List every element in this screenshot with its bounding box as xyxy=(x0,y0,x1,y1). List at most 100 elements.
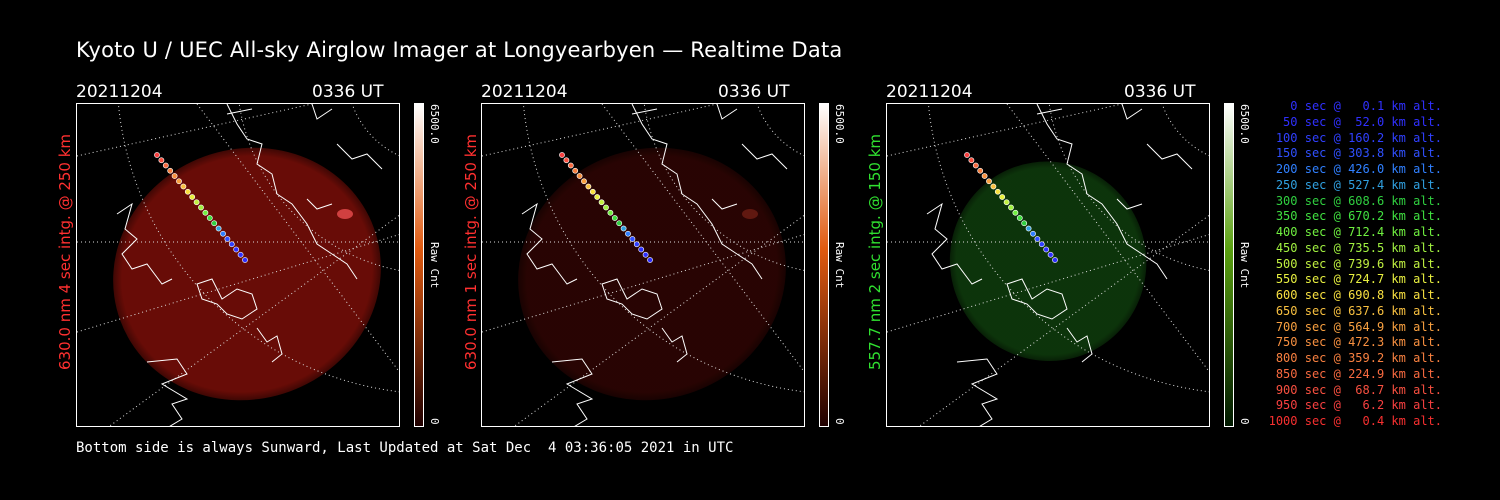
track-point xyxy=(154,152,160,158)
track-point xyxy=(572,167,579,174)
panel-2-colorbar-max: 6500.0 xyxy=(833,104,846,144)
panel-3-colorbar xyxy=(1224,103,1234,427)
legend-item: 550 sec @ 724.7 km alt. xyxy=(1275,272,1442,287)
panel-1-colorbar xyxy=(414,103,424,427)
coastline xyxy=(521,104,788,426)
satellite-track xyxy=(559,152,653,263)
track-point xyxy=(1038,241,1045,248)
coastline xyxy=(926,104,1193,426)
legend-item: 850 sec @ 224.9 km alt. xyxy=(1275,366,1442,381)
track-point xyxy=(158,157,165,164)
airglow-region xyxy=(949,161,1147,362)
track-point xyxy=(633,241,640,248)
legend-item: 600 sec @ 690.8 km alt. xyxy=(1275,288,1442,302)
track-point xyxy=(237,251,244,258)
panel-3-colorbar-max: 6500.0 xyxy=(1238,104,1251,144)
panel-1-colorbar-max: 6500.0 xyxy=(428,104,441,144)
legend-item: 450 sec @ 735.5 km alt. xyxy=(1275,240,1442,255)
track-point xyxy=(994,188,1001,195)
track-point xyxy=(567,162,574,169)
track-point xyxy=(176,178,182,185)
track-point xyxy=(184,188,191,195)
panel-3-colorbar-min: 0 xyxy=(1238,418,1251,425)
legend-item: 750 sec @ 472.3 km alt. xyxy=(1275,335,1442,350)
panel-1-allsky-image xyxy=(76,103,400,427)
track-point xyxy=(202,209,209,216)
track-point xyxy=(167,167,174,174)
panel-2-date: 20211204 xyxy=(481,82,568,102)
track-point xyxy=(629,236,636,242)
legend-item: 950 sec @ 6.2 km alt. xyxy=(1275,398,1442,413)
track-point xyxy=(1047,251,1054,258)
track-point xyxy=(594,194,601,200)
legend-item: 200 sec @ 426.0 km alt. xyxy=(1275,162,1442,176)
track-point xyxy=(198,204,204,211)
track-point xyxy=(576,173,583,179)
track-point xyxy=(224,236,231,242)
track-point xyxy=(193,199,200,206)
panel-3-allsky-image xyxy=(886,103,1210,427)
legend-item: 900 sec @ 68.7 km alt. xyxy=(1275,382,1442,397)
track-point xyxy=(228,241,235,248)
track-point xyxy=(581,178,587,185)
track-point xyxy=(611,215,618,221)
track-point xyxy=(642,251,649,258)
panel-1-colorbar-unit: Raw Cnt xyxy=(428,242,441,289)
track-point xyxy=(215,225,222,232)
track-point xyxy=(1021,220,1028,227)
track-point xyxy=(607,209,614,216)
legend-item: 800 sec @ 359.2 km alt. xyxy=(1275,351,1442,365)
legend-item: 100 sec @ 160.2 km alt. xyxy=(1275,130,1442,145)
legend-item: 0 sec @ 0.1 km alt. xyxy=(1290,99,1442,113)
panel-1-time: 0336 UT xyxy=(312,82,384,102)
legend-item: 250 sec @ 527.4 km alt. xyxy=(1275,177,1442,192)
panel-2-wavelength-label: 630.0 nm 1 sec intg. @ 250 km xyxy=(462,133,480,370)
legend-item: 150 sec @ 303.8 km alt. xyxy=(1275,146,1442,161)
legend-item: 50 sec @ 52.0 km alt. xyxy=(1283,114,1442,129)
track-point xyxy=(603,204,609,211)
map-grid xyxy=(887,104,1209,426)
track-point xyxy=(171,173,178,179)
panel-1-date: 20211204 xyxy=(76,82,163,102)
track-point xyxy=(990,183,997,190)
aurora-spot xyxy=(742,209,758,219)
airglow-region xyxy=(518,147,786,401)
panel-2-colorbar xyxy=(819,103,829,427)
legend-item: 650 sec @ 637.6 km alt. xyxy=(1275,303,1442,318)
panel-2-map xyxy=(482,104,804,426)
panel-3-map xyxy=(887,104,1209,426)
track-point xyxy=(1034,236,1041,242)
panel-2-colorbar-min: 0 xyxy=(833,418,846,425)
panel-2-allsky-image xyxy=(481,103,805,427)
track-point xyxy=(220,230,226,237)
track-point xyxy=(964,152,970,158)
panel-2-time: 0336 UT xyxy=(718,82,790,102)
legend-item: 500 sec @ 739.6 km alt. xyxy=(1275,256,1442,271)
panel-3-colorbar-unit: Raw Cnt xyxy=(1238,242,1251,289)
page-title: Kyoto U / UEC All-sky Airglow Imager at … xyxy=(76,38,843,62)
panel-1-wavelength-label: 630.0 nm 4 sec intg. @ 250 km xyxy=(56,133,74,370)
track-point xyxy=(1052,257,1058,263)
track-point xyxy=(162,162,169,169)
track-point xyxy=(625,230,631,237)
legend-item: 300 sec @ 608.6 km alt. xyxy=(1275,193,1442,208)
track-point xyxy=(638,246,645,253)
panel-2-colorbar-unit: Raw Cnt xyxy=(833,242,846,289)
map-grid xyxy=(77,104,399,426)
track-point xyxy=(620,225,627,232)
airglow-region xyxy=(113,147,381,401)
track-point xyxy=(242,257,248,263)
track-point xyxy=(1003,199,1010,206)
track-point xyxy=(189,194,196,200)
track-point xyxy=(999,194,1006,200)
track-point xyxy=(981,173,988,179)
panel-3-wavelength-label: 557.7 nm 2 sec intg. @ 150 km xyxy=(866,133,884,370)
track-point xyxy=(1025,225,1032,232)
track-point xyxy=(1043,246,1050,253)
panel-1-map xyxy=(77,104,399,426)
legend-item: 350 sec @ 670.2 km alt. xyxy=(1275,209,1442,224)
track-point xyxy=(211,220,218,227)
track-point xyxy=(986,178,992,185)
legend-item: 1000 sec @ 0.4 km alt. xyxy=(1268,414,1442,428)
track-point xyxy=(598,199,605,206)
